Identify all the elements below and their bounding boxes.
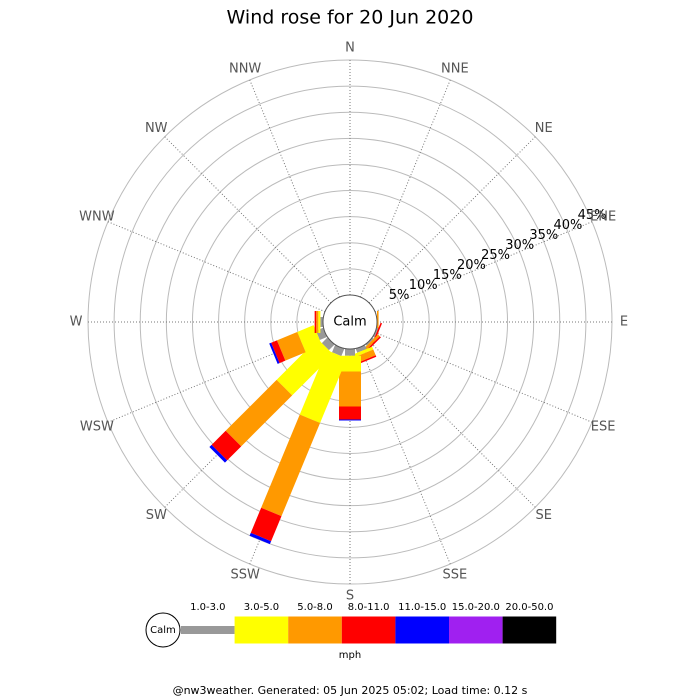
footer: @nw3weather. Generated: 05 Jun 2025 05:0… [173, 684, 528, 697]
legend-label: 8.0-11.0 [348, 602, 390, 613]
wind-segment [211, 430, 242, 461]
radial-line [359, 346, 451, 565]
wind-segment [271, 340, 286, 364]
r-tick-label: 25% [481, 248, 510, 263]
direction-label: S [346, 589, 354, 604]
legend-calm-label: Calm [150, 625, 176, 636]
legend-label: 5.0-8.0 [297, 602, 332, 613]
wind-segment [362, 334, 380, 352]
r-tick-label: 20% [457, 258, 486, 273]
r-tick-label: 35% [529, 228, 558, 243]
direction-label: SSW [230, 568, 260, 583]
grid-ring [191, 163, 509, 481]
wind-segment [209, 444, 228, 463]
units-label: mph [339, 650, 361, 661]
wind-segment [316, 311, 319, 333]
grid-ring [113, 85, 587, 559]
direction-label: SE [536, 508, 552, 523]
wind-segment [314, 311, 317, 333]
direction-label: ESE [591, 419, 616, 434]
wind-segment [339, 419, 361, 421]
legend-swatch [181, 626, 235, 634]
radial-line [249, 79, 341, 298]
direction-label: NNE [441, 61, 469, 76]
r-tick-label: 5% [389, 288, 410, 303]
calm-circle [322, 294, 378, 350]
wind-segment [339, 406, 361, 420]
radial-line [368, 340, 536, 508]
wind-segment [373, 327, 379, 338]
wind-segment [269, 342, 280, 364]
wind-segment [339, 371, 361, 407]
chart-title: Wind rose for 20 Jun 2020 [227, 7, 474, 29]
r-tick-label: 45% [578, 208, 607, 223]
legend-swatch [449, 616, 503, 644]
legend-label: 15.0-20.0 [452, 602, 500, 613]
r-tick-label: 40% [553, 218, 582, 233]
legend-swatch [288, 616, 342, 644]
legend-label: 3.0-5.0 [244, 602, 279, 613]
direction-label: NNW [229, 61, 261, 76]
wind-segment [351, 346, 374, 358]
radial-line [368, 136, 536, 304]
direction-label: WSW [80, 419, 114, 434]
r-tick-label: 15% [433, 268, 462, 283]
wind-segment [299, 349, 347, 424]
wind-segment [276, 331, 306, 361]
direction-label: E [620, 315, 628, 330]
direction-label: SW [146, 508, 167, 523]
wind-segment [377, 311, 379, 333]
radial-line [374, 331, 593, 423]
radial-line [374, 221, 593, 313]
direction-label: SSE [442, 568, 467, 583]
wind-segment [318, 311, 321, 333]
legend-label: 11.0-15.0 [398, 602, 446, 613]
direction-label: N [345, 41, 355, 56]
direction-label: WNW [79, 210, 115, 225]
wind-segment [321, 337, 335, 351]
wind-segment [276, 338, 334, 396]
grid-ring [139, 111, 561, 533]
wind-segment [261, 414, 321, 517]
wind-segment [249, 532, 272, 545]
wind-segment [225, 379, 293, 447]
radial-line [359, 79, 451, 298]
direction-label: NE [535, 121, 553, 136]
direction-label: ENE [590, 210, 616, 225]
wind-segment [250, 507, 282, 542]
r-tick-label: 10% [409, 278, 438, 293]
legend-swatch [341, 616, 396, 644]
wind-segment [320, 317, 323, 327]
legend-swatch [234, 616, 289, 644]
r-tick-label: 30% [505, 238, 534, 253]
calm-label: Calm [333, 315, 366, 330]
wind-segment [365, 337, 374, 346]
legend-label: 1.0-3.0 [190, 602, 225, 613]
legend-label: 20.0-50.0 [505, 602, 553, 613]
direction-label: NW [145, 121, 168, 136]
direction-label: W [70, 315, 83, 330]
legend-swatch [395, 616, 449, 644]
legend-swatch [502, 616, 557, 644]
legend-calm-circle [145, 612, 181, 648]
wind-segment [355, 345, 367, 353]
grid-ring [218, 190, 482, 454]
radial-line [164, 136, 332, 304]
radial-line [107, 221, 326, 313]
wind-segment [345, 349, 355, 356]
